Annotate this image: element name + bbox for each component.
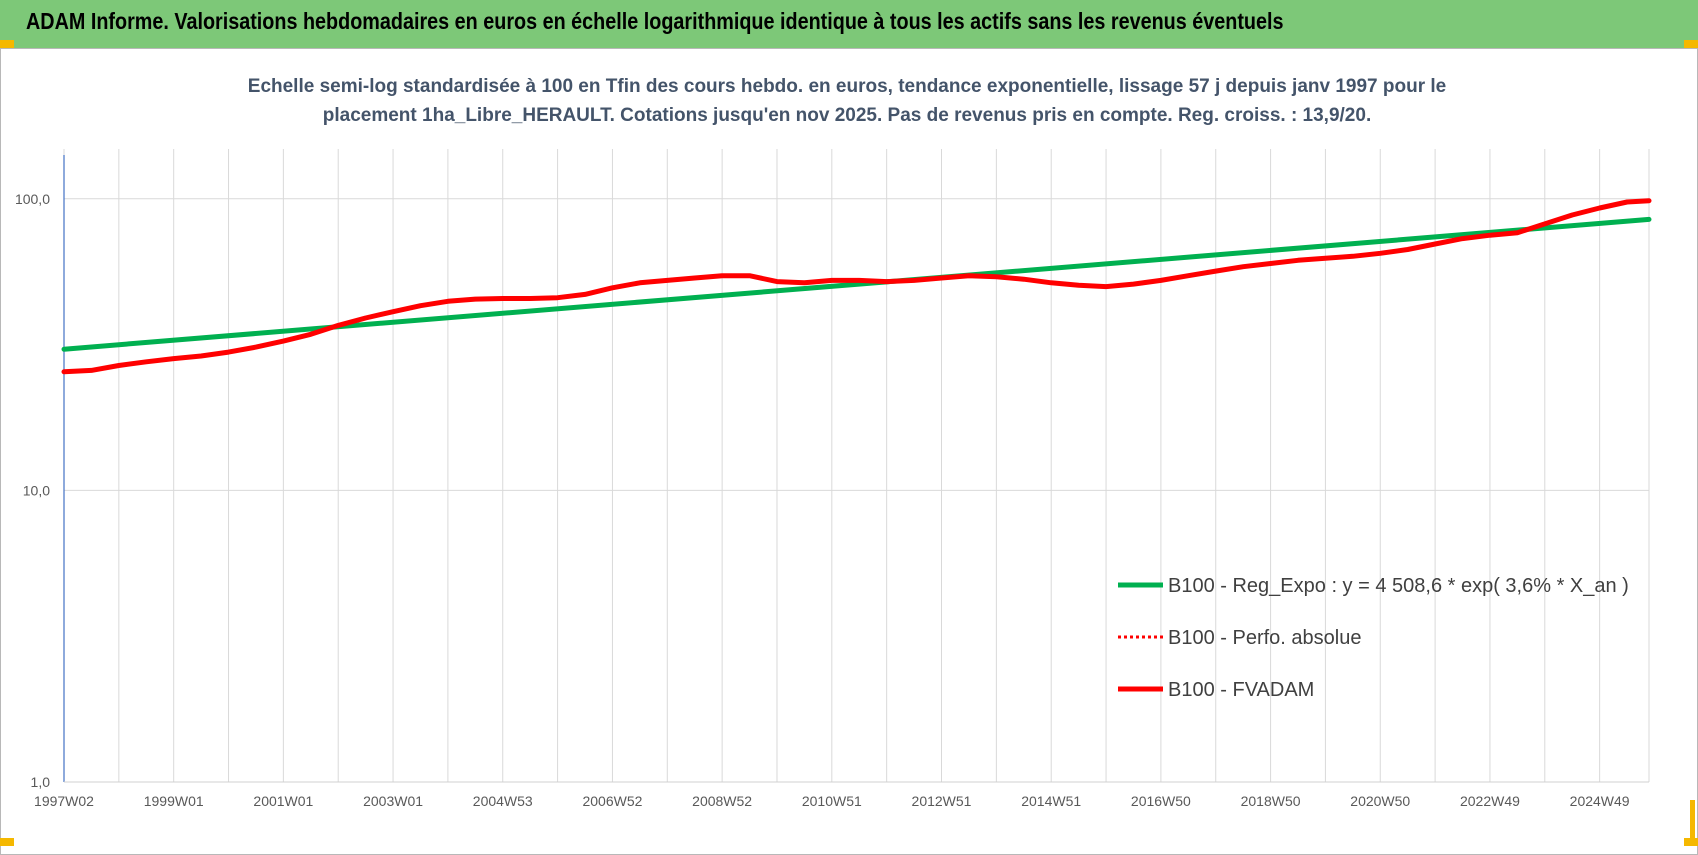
x-tick-label: 2003W01 xyxy=(363,793,423,809)
x-axis-ticks: 1997W02 1999W01 2001W01 2003W01 2004W53 2006W… xyxy=(34,793,1630,809)
legend-label-2: B100 - FVADAM xyxy=(1168,679,1314,701)
y-tick-label: 1,0 xyxy=(31,774,51,790)
x-tick-label: 1997W02 xyxy=(34,793,94,809)
chart-series xyxy=(61,198,1652,375)
chart-gridlines xyxy=(63,149,1650,783)
corner-marker-top-left xyxy=(0,40,14,48)
y-axis-ticks: 1,0 10,0 100,0 xyxy=(15,191,50,790)
x-tick-label: 2012W51 xyxy=(912,793,972,809)
x-tick-label: 2001W01 xyxy=(253,793,313,809)
page-title: ADAM Informe. Valorisations hebdomadaire… xyxy=(26,8,1284,34)
header-bar: ADAM Informe. Valorisations hebdomadaire… xyxy=(0,0,1698,48)
x-tick-label: 2010W51 xyxy=(802,793,862,809)
x-tick-label: 2020W50 xyxy=(1350,793,1410,809)
corner-marker-top-right xyxy=(1684,40,1698,48)
y-tick-label: 100,0 xyxy=(15,191,50,207)
x-tick-label: 2016W50 xyxy=(1131,793,1191,809)
legend-label-0: B100 - Reg_Expo : y = 4 508,6 * exp( 3,6… xyxy=(1168,575,1629,597)
log-line-chart: Echelle semi-log standardisée à 100 en T… xyxy=(15,76,1652,809)
legend-label-1: B100 - Perfo. absolue xyxy=(1168,627,1361,649)
x-tick-label: 2014W51 xyxy=(1021,793,1081,809)
corner-marker-bottom-right-v xyxy=(1690,800,1695,846)
corner-marker-bottom-left xyxy=(0,838,14,846)
series-line-0 xyxy=(61,216,1652,352)
x-tick-label: 2022W49 xyxy=(1460,793,1520,809)
chart-subtitle: Echelle semi-log standardisée à 100 en T… xyxy=(248,76,1446,126)
x-tick-label: 2018W50 xyxy=(1241,793,1301,809)
x-tick-label: 2004W53 xyxy=(473,793,533,809)
x-tick-label: 2008W52 xyxy=(692,793,752,809)
x-tick-label: 2024W49 xyxy=(1570,793,1630,809)
chart-subtitle-line-2: placement 1ha_Libre_HERAULT. Cotations j… xyxy=(323,105,1371,126)
chart-legend: B100 - Reg_Expo : y = 4 508,6 * exp( 3,6… xyxy=(1118,575,1629,701)
chart-axes xyxy=(63,155,1649,783)
x-tick-label: 1999W01 xyxy=(144,793,204,809)
x-tick-label: 2006W52 xyxy=(582,793,642,809)
chart-subtitle-line-1: Echelle semi-log standardisée à 100 en T… xyxy=(248,76,1446,97)
series-line-2 xyxy=(61,198,1652,375)
y-tick-label: 10,0 xyxy=(23,482,50,498)
chart-frame: Echelle semi-log standardisée à 100 en T… xyxy=(0,48,1698,855)
